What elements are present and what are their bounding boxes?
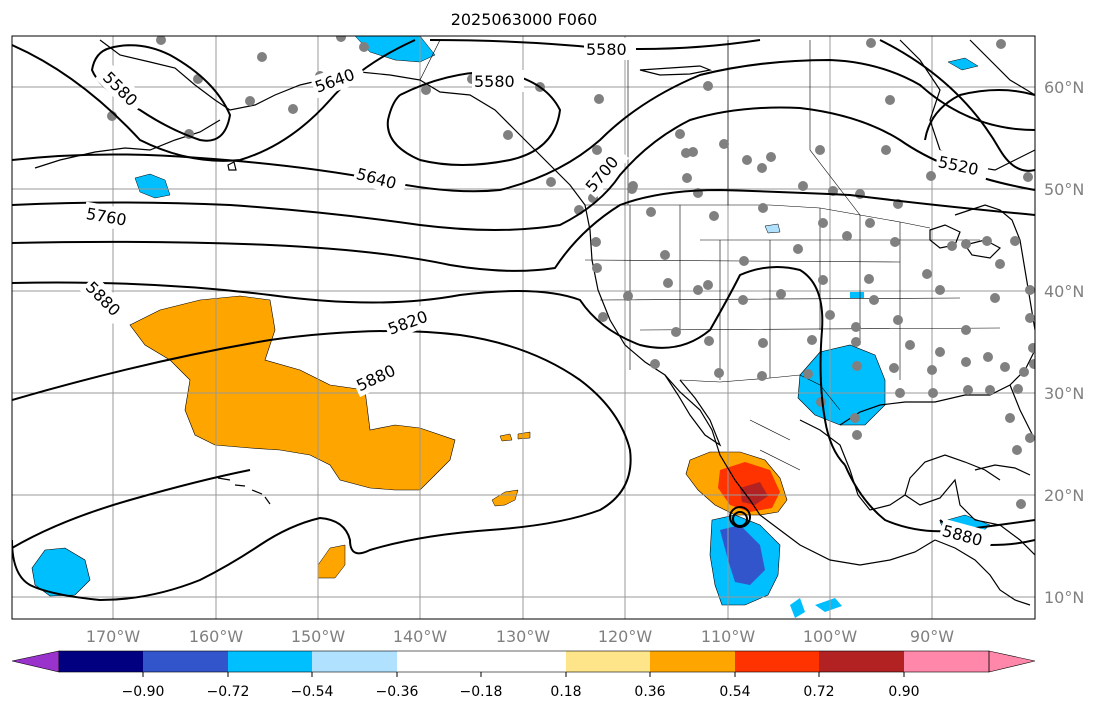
- lon-label: 160°W: [189, 627, 244, 646]
- lat-label: 60°N: [1044, 78, 1084, 97]
- colorbar-tick-label: −0.18: [460, 684, 503, 700]
- longitude-labels: 170°W 160°W 150°W 140°W 130°W 120°W 110°…: [86, 627, 954, 646]
- contour-mex-low-2: [732, 511, 748, 527]
- darkred-mexico: [740, 482, 768, 505]
- lightblue-small: [764, 223, 781, 234]
- lon-label: 120°W: [598, 627, 653, 646]
- colorbar-segment: [397, 651, 482, 672]
- lon-label: 170°W: [86, 627, 141, 646]
- cuba: [974, 464, 1031, 476]
- coast-hudson: [899, 39, 1035, 171]
- colorbar-extend-right: [904, 651, 1035, 672]
- station-dots: [107, 36, 1035, 509]
- contour-5760: [12, 188, 1035, 272]
- orange-small-1: [491, 489, 519, 507]
- coast-central-am: [934, 539, 1031, 606]
- coast-labrador: [969, 39, 1035, 96]
- colorbar-segment: [228, 651, 313, 672]
- colorbar-segment: [566, 651, 651, 672]
- lat-label: 20°N: [1044, 486, 1084, 505]
- lightblue-small-2: [850, 292, 864, 298]
- lon-label: 110°W: [701, 627, 756, 646]
- coast-yucatan: [904, 478, 1035, 556]
- contour-5880-east: [844, 464, 1035, 533]
- hawaii: [217, 477, 271, 505]
- colorbar-tick-label: 0.72: [803, 684, 834, 700]
- map-title: 2025063000 F060: [450, 10, 598, 29]
- lat-label: 30°N: [1044, 384, 1084, 403]
- cyan-hudson: [947, 57, 979, 71]
- contour-5700: [12, 106, 1035, 231]
- lat-label: 10°N: [1044, 588, 1084, 607]
- cyan-aleutian: [134, 173, 171, 199]
- contour-5640: [12, 58, 1035, 193]
- mexico-states: [749, 419, 801, 471]
- colorbar: −0.90 −0.72 −0.54 −0.36 −0.18 0.18 0.36 …: [11, 650, 1036, 700]
- contour-label: 5580: [474, 72, 515, 91]
- coast-baja: [664, 374, 722, 447]
- colorbar-segment: [481, 651, 566, 672]
- cyan-small-6: [790, 598, 805, 618]
- contour-5520: [924, 89, 1035, 141]
- colorbar-segment: [819, 651, 904, 672]
- colorbar-tick-label: 0.90: [888, 684, 919, 700]
- latitude-labels: 60°N 50°N 40°N 30°N 20°N 10°N: [1044, 78, 1084, 607]
- colorbar-tick-label: −0.72: [207, 684, 250, 700]
- orange-small-4: [517, 431, 531, 440]
- colorbar-segment: [143, 651, 228, 672]
- coast-aleutians: [34, 119, 221, 169]
- contour-label: 5580: [586, 40, 627, 59]
- colorbar-tick-label: 0.54: [719, 684, 750, 700]
- coast-gulf-north: [839, 349, 1035, 426]
- cyan-small-7: [815, 598, 842, 612]
- colorbar-tick-label: −0.54: [291, 684, 334, 700]
- island-2: [639, 65, 713, 76]
- great-lakes-2: [964, 239, 1001, 259]
- colorbar-extend-left: [11, 650, 60, 673]
- lon-label: 130°W: [496, 627, 551, 646]
- contour-5520-b: [879, 39, 1035, 172]
- alaska-border: [419, 39, 441, 81]
- lon-label: 100°W: [803, 627, 858, 646]
- colorbar-tick-label: −0.90: [122, 684, 165, 700]
- lon-label: 90°W: [910, 627, 954, 646]
- map-frame: [11, 35, 1036, 620]
- lat-label: 50°N: [1044, 180, 1084, 199]
- colorbar-segment: [735, 651, 820, 672]
- orange-small-3: [499, 433, 513, 442]
- island-1: [227, 161, 237, 171]
- lon-label: 150°W: [291, 627, 346, 646]
- contour-5820: [12, 265, 846, 466]
- contour-5580-west: [90, 44, 232, 142]
- canada-provinces: [627, 40, 861, 216]
- lon-label: 140°W: [393, 627, 448, 646]
- colorbar-segment: [59, 651, 144, 672]
- colorbar-segment: [650, 651, 735, 672]
- coast-gulf: [799, 419, 1001, 511]
- us-canada-border: [585, 204, 931, 229]
- colorbar-tick-label: −0.36: [376, 684, 419, 700]
- colorbar-tick-label: 0.18: [550, 684, 581, 700]
- contour-5880-mex: [12, 469, 251, 549]
- colorbar-segment: [312, 651, 397, 672]
- colorbar-tick-label: 0.36: [634, 684, 665, 700]
- blue-mexico: [720, 525, 765, 585]
- lat-label: 40°N: [1044, 282, 1084, 301]
- states-1: [629, 205, 901, 380]
- graticule: [12, 36, 1035, 619]
